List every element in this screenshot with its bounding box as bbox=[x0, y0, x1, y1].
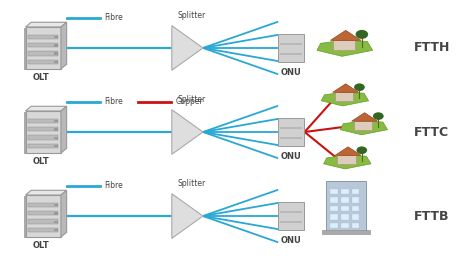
Bar bbox=[341, 189, 348, 195]
Ellipse shape bbox=[356, 30, 368, 39]
Bar bbox=[337, 155, 356, 164]
Bar bbox=[26, 195, 61, 237]
Ellipse shape bbox=[356, 147, 367, 154]
Ellipse shape bbox=[354, 83, 365, 91]
Polygon shape bbox=[61, 190, 67, 237]
Polygon shape bbox=[26, 106, 67, 111]
Polygon shape bbox=[333, 84, 359, 92]
Text: ONU: ONU bbox=[281, 152, 302, 161]
Bar bbox=[341, 197, 348, 203]
Bar bbox=[330, 197, 337, 203]
Bar bbox=[28, 127, 58, 131]
Bar bbox=[28, 202, 58, 207]
Polygon shape bbox=[317, 40, 373, 56]
Bar bbox=[330, 223, 337, 228]
Bar bbox=[54, 120, 58, 122]
Bar bbox=[28, 135, 58, 140]
Bar bbox=[54, 53, 58, 55]
Bar bbox=[54, 61, 58, 63]
Text: Splitter: Splitter bbox=[178, 180, 206, 188]
Bar bbox=[330, 206, 337, 211]
Bar bbox=[341, 206, 348, 211]
Bar bbox=[322, 230, 370, 234]
Polygon shape bbox=[340, 121, 388, 135]
Bar bbox=[54, 145, 58, 147]
Text: OLT: OLT bbox=[33, 241, 49, 250]
Bar bbox=[352, 206, 359, 211]
Bar bbox=[54, 220, 58, 223]
Polygon shape bbox=[335, 147, 361, 155]
Bar bbox=[278, 202, 304, 230]
Polygon shape bbox=[321, 92, 369, 106]
Bar bbox=[280, 127, 302, 129]
Bar bbox=[352, 214, 359, 220]
Text: OLT: OLT bbox=[33, 157, 49, 166]
Bar bbox=[28, 144, 58, 148]
Text: Splitter: Splitter bbox=[178, 95, 206, 105]
Text: ONU: ONU bbox=[281, 68, 302, 77]
Polygon shape bbox=[26, 190, 67, 195]
Bar bbox=[54, 204, 58, 206]
Bar bbox=[280, 43, 302, 45]
Bar bbox=[54, 128, 58, 131]
Polygon shape bbox=[330, 30, 361, 40]
Text: Fibre: Fibre bbox=[105, 97, 123, 106]
Polygon shape bbox=[172, 194, 203, 238]
Bar bbox=[28, 211, 58, 215]
FancyBboxPatch shape bbox=[24, 196, 60, 238]
Text: FTTC: FTTC bbox=[414, 125, 449, 139]
Bar bbox=[352, 189, 359, 195]
Bar bbox=[28, 60, 58, 64]
Polygon shape bbox=[61, 22, 67, 69]
Bar bbox=[28, 43, 58, 47]
FancyBboxPatch shape bbox=[24, 28, 60, 70]
Bar bbox=[28, 219, 58, 224]
Text: Fibre: Fibre bbox=[105, 13, 123, 22]
Text: ONU: ONU bbox=[281, 236, 302, 245]
Bar bbox=[333, 40, 355, 50]
Bar bbox=[26, 27, 61, 69]
Bar bbox=[54, 136, 58, 139]
Text: FTTB: FTTB bbox=[414, 210, 450, 223]
Bar bbox=[330, 189, 337, 195]
Bar bbox=[26, 111, 61, 153]
Polygon shape bbox=[172, 110, 203, 154]
Bar bbox=[28, 119, 58, 123]
Bar bbox=[341, 214, 348, 220]
Text: Splitter: Splitter bbox=[178, 11, 206, 20]
Bar bbox=[28, 228, 58, 232]
Polygon shape bbox=[352, 113, 378, 121]
Bar bbox=[352, 223, 359, 228]
Polygon shape bbox=[324, 155, 371, 169]
Bar bbox=[280, 53, 302, 55]
Bar bbox=[326, 181, 366, 231]
Bar bbox=[54, 229, 58, 232]
Ellipse shape bbox=[373, 112, 383, 120]
Bar bbox=[280, 211, 302, 213]
Bar bbox=[54, 44, 58, 47]
Text: Fibre: Fibre bbox=[105, 181, 123, 190]
Polygon shape bbox=[61, 106, 67, 153]
Bar bbox=[280, 221, 302, 223]
Polygon shape bbox=[26, 22, 67, 27]
Text: Cupper: Cupper bbox=[175, 97, 203, 106]
Bar bbox=[54, 36, 58, 38]
Bar bbox=[335, 92, 353, 101]
FancyBboxPatch shape bbox=[24, 112, 60, 154]
Bar bbox=[354, 121, 372, 130]
Polygon shape bbox=[172, 26, 203, 70]
Bar bbox=[341, 223, 348, 228]
Bar bbox=[330, 214, 337, 220]
Bar bbox=[28, 51, 58, 55]
Text: FTTH: FTTH bbox=[414, 41, 451, 54]
Text: OLT: OLT bbox=[33, 73, 49, 82]
Bar bbox=[352, 197, 359, 203]
Bar bbox=[54, 212, 58, 215]
Bar bbox=[278, 34, 304, 62]
Bar bbox=[278, 117, 304, 147]
Bar bbox=[28, 35, 58, 39]
Bar bbox=[280, 137, 302, 139]
